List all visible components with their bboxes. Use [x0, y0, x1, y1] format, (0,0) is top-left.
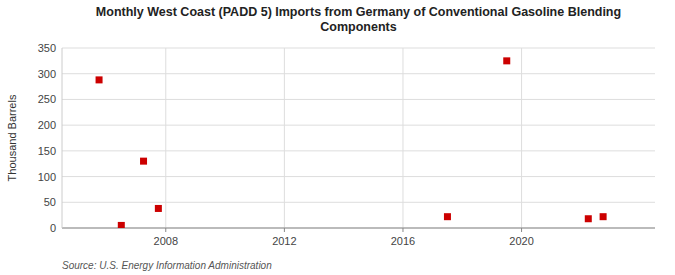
- data-point: [444, 213, 451, 220]
- y-tick-label: 350: [38, 42, 56, 54]
- x-axis-line: [62, 228, 655, 229]
- y-axis-line: [62, 48, 63, 228]
- data-point: [140, 158, 147, 165]
- data-point: [600, 213, 607, 220]
- y-grid-line: [62, 48, 655, 49]
- x-grid-line: [521, 48, 522, 228]
- x-grid-line: [284, 48, 285, 228]
- y-tick-label: 100: [38, 171, 56, 183]
- y-grid-line: [62, 73, 655, 74]
- x-tick-mark: [521, 228, 522, 232]
- x-tick-mark: [165, 228, 166, 232]
- y-tick-label: 150: [38, 145, 56, 157]
- x-grid-line: [165, 48, 166, 228]
- points: [96, 57, 607, 228]
- x-grid-line: [402, 48, 403, 228]
- x-tick-mark: [284, 228, 285, 232]
- y-grid-line: [62, 176, 655, 177]
- y-grid-line: [62, 150, 655, 151]
- y-tick-label: 0: [50, 222, 56, 234]
- chart-svg: Monthly West Coast (PADD 5) Imports from…: [0, 0, 675, 275]
- y-tick-label: 50: [44, 196, 56, 208]
- data-point: [118, 222, 125, 228]
- data-point: [503, 57, 510, 64]
- data-point: [96, 76, 103, 83]
- y-tick-label: 200: [38, 119, 56, 131]
- y-grid-line: [62, 228, 655, 229]
- chart-title: Monthly West Coast (PADD 5) Imports from…: [96, 5, 621, 34]
- x-tick-label: 2008: [154, 235, 178, 247]
- y-tick-label: 300: [38, 68, 56, 80]
- data-point: [155, 205, 162, 212]
- x-tick-label: 2020: [509, 235, 533, 247]
- y-axis-label: Thousand Barrels: [6, 94, 18, 181]
- y-grid-line: [62, 125, 655, 126]
- x-tick-label: 2012: [272, 235, 296, 247]
- data-point: [585, 215, 592, 222]
- y-grid-line: [62, 99, 655, 100]
- chart-container: Monthly West Coast (PADD 5) Imports from…: [0, 0, 675, 275]
- title-line: Monthly West Coast (PADD 5) Imports from…: [96, 5, 621, 19]
- x-tick-label: 2016: [391, 235, 415, 247]
- y-tick-label: 250: [38, 93, 56, 105]
- x-tick-mark: [402, 228, 403, 232]
- grid: [62, 48, 655, 228]
- source-note: Source: U.S. Energy Information Administ…: [62, 260, 272, 271]
- y-grid-line: [62, 202, 655, 203]
- axes: 0 50 100 150 200 250 300 350 2008 2012 2016 2020: [38, 42, 655, 247]
- title-line: Components: [320, 20, 396, 34]
